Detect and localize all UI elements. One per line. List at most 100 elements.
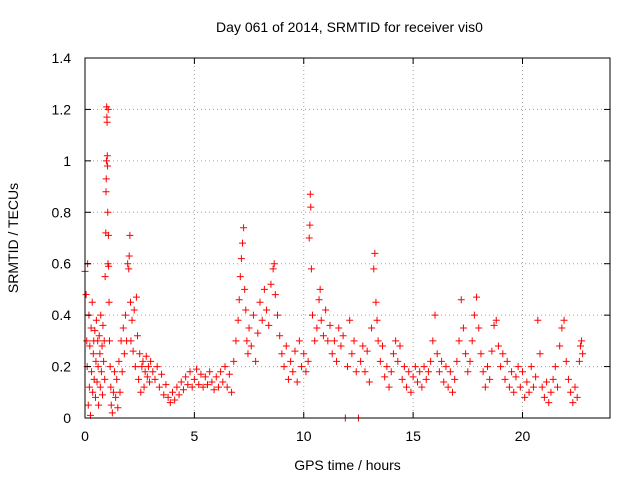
data-point xyxy=(311,337,319,345)
data-point xyxy=(113,375,121,383)
data-point xyxy=(142,352,150,360)
data-point xyxy=(136,350,144,358)
data-point xyxy=(96,350,104,358)
data-point xyxy=(409,373,417,381)
data-point xyxy=(158,370,166,378)
data-point xyxy=(232,337,240,345)
data-point xyxy=(479,368,487,376)
y-tick-label: 0.8 xyxy=(52,204,72,220)
data-point xyxy=(459,324,467,332)
data-point xyxy=(82,291,90,299)
data-point xyxy=(221,363,229,371)
data-point xyxy=(119,324,127,332)
data-point xyxy=(291,347,299,355)
data-point xyxy=(107,401,115,409)
data-point xyxy=(104,162,112,170)
data-point xyxy=(284,375,292,383)
grid-lines xyxy=(85,58,610,418)
data-point xyxy=(333,357,341,365)
data-point xyxy=(195,381,203,389)
data-point xyxy=(94,337,102,345)
data-point xyxy=(252,357,260,365)
data-point xyxy=(322,306,330,314)
data-point xyxy=(560,316,568,324)
data-point xyxy=(89,388,97,396)
data-point xyxy=(335,324,343,332)
data-point xyxy=(204,381,211,389)
data-point xyxy=(337,342,345,350)
data-point xyxy=(190,375,198,383)
y-tick-label: 0 xyxy=(63,410,71,426)
data-point xyxy=(151,375,159,383)
data-point xyxy=(186,368,194,376)
data-point xyxy=(188,383,196,391)
data-point xyxy=(357,357,365,365)
data-point xyxy=(245,324,253,332)
data-point xyxy=(125,265,133,273)
data-point xyxy=(306,190,314,198)
data-point xyxy=(235,296,243,304)
data-point xyxy=(270,260,278,268)
x-tick-label: 10 xyxy=(296,428,312,444)
data-point xyxy=(398,375,406,383)
data-point xyxy=(223,383,231,391)
data-point xyxy=(242,306,250,314)
data-point xyxy=(567,388,575,396)
data-point xyxy=(166,399,174,407)
data-point xyxy=(578,337,586,345)
data-point xyxy=(116,388,124,396)
data-point xyxy=(144,363,152,371)
data-point xyxy=(162,381,170,389)
data-points xyxy=(81,103,587,422)
data-point xyxy=(280,363,288,371)
data-point xyxy=(464,368,472,376)
data-point xyxy=(89,350,97,358)
data-point xyxy=(424,368,432,376)
y-tick-label: 1.4 xyxy=(52,50,72,66)
data-point xyxy=(348,350,356,358)
x-tick-label: 0 xyxy=(81,428,89,444)
data-point xyxy=(228,388,236,396)
data-point xyxy=(373,316,381,324)
data-point xyxy=(370,265,378,273)
data-point xyxy=(523,378,531,386)
data-point xyxy=(179,386,187,394)
data-point xyxy=(104,105,112,113)
data-point xyxy=(254,329,262,337)
data-point xyxy=(350,337,358,345)
y-tick-label: 0.4 xyxy=(52,307,72,323)
data-point xyxy=(91,327,99,335)
y-tick-label: 0.6 xyxy=(52,256,72,272)
data-point xyxy=(300,350,308,358)
data-point xyxy=(396,342,404,350)
data-point xyxy=(256,298,264,306)
data-point xyxy=(94,363,102,371)
data-point xyxy=(576,342,584,350)
data-point xyxy=(97,368,105,376)
data-point xyxy=(106,337,113,345)
data-point xyxy=(95,401,103,409)
data-point xyxy=(230,357,238,365)
data-point xyxy=(330,337,338,345)
data-point xyxy=(317,316,325,324)
data-point xyxy=(121,311,129,319)
data-point xyxy=(468,337,476,345)
data-point xyxy=(101,273,109,281)
data-point xyxy=(501,375,509,383)
data-point xyxy=(134,332,141,340)
data-point xyxy=(457,296,465,304)
data-point xyxy=(143,373,151,381)
data-point xyxy=(510,388,518,396)
data-point xyxy=(164,393,172,401)
data-point xyxy=(422,375,430,383)
data-point xyxy=(260,285,268,293)
data-point xyxy=(326,321,334,329)
data-point xyxy=(177,378,185,386)
data-point xyxy=(545,399,553,407)
data-point xyxy=(85,383,93,391)
data-point xyxy=(368,324,376,332)
data-point xyxy=(440,378,448,386)
data-point xyxy=(199,383,207,391)
data-point xyxy=(114,404,122,412)
data-point xyxy=(225,370,233,378)
